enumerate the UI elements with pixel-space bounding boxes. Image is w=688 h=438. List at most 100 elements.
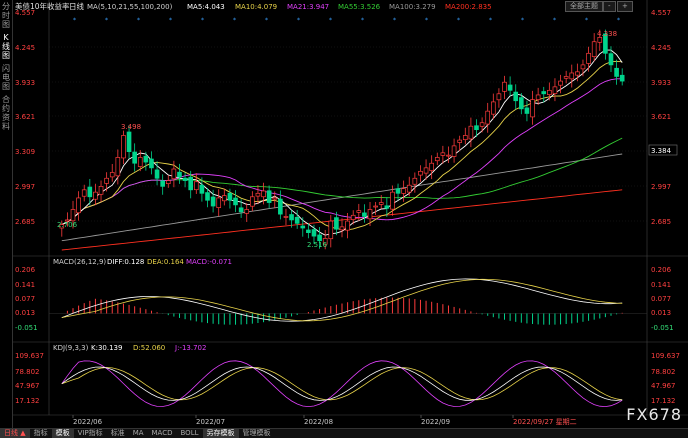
x-tick-label: 2022/09: [421, 418, 450, 426]
price-label: 2.685: [15, 218, 35, 226]
macd-diff: DIFF:0.128: [107, 258, 144, 266]
candle-body: [334, 217, 339, 230]
candle-body: [137, 157, 143, 167]
zoom-out-button[interactable]: -: [603, 1, 616, 12]
candle-body: [490, 101, 496, 115]
price-label: 4.245: [651, 44, 671, 52]
kdj-axis-label: 47.967: [651, 382, 676, 390]
brand-logo: FX678: [626, 405, 682, 424]
bottom-tab-standard[interactable]: 标准: [110, 429, 125, 437]
candle-body: [177, 171, 182, 178]
bottom-tab-boll[interactable]: BOLL: [180, 429, 199, 437]
ma5-line: [61, 49, 623, 236]
candle-body: [384, 205, 390, 209]
price-label: 4.557: [15, 9, 35, 17]
bottom-toolbar: 日线 ▲ 指标 模板 VIP指标 标准 MA MACD BOLL 另存模板 管理…: [0, 428, 688, 438]
x-axis: 2022/06 2022/07 2022/08 2022/09 2022/09/…: [73, 418, 577, 426]
side-tab-contract[interactable]: 合约资料: [2, 95, 10, 131]
candle-body: [266, 190, 272, 203]
candle-body: [233, 197, 238, 206]
main-chart-select[interactable]: 全部主题: [565, 1, 603, 12]
bottom-tab-daily[interactable]: 日线 ▲: [0, 429, 30, 438]
candle-body: [70, 209, 76, 222]
kdj-axis-right: 109.637 78.802 47.967 17.132: [651, 352, 680, 405]
bottom-tab-save-template[interactable]: 另存模板: [202, 429, 239, 438]
candle-body: [451, 145, 457, 157]
candle-body: [401, 188, 406, 194]
candle-body: [322, 238, 328, 245]
candle-body: [199, 184, 205, 194]
high-annotation: 4.338: [597, 30, 617, 38]
candle-body: [300, 225, 306, 229]
candle-body: [614, 67, 619, 77]
ma100-polyline: [61, 153, 623, 242]
bottom-tab-manage-template[interactable]: 管理模板: [242, 429, 271, 437]
ma-params: MA(5,10,21,55,100,200): [87, 3, 173, 11]
candle-body: [474, 125, 479, 131]
candle-body: [496, 93, 502, 101]
candle-body: [552, 86, 558, 94]
event-marker: *: [233, 17, 236, 24]
price-label: 2.685: [651, 218, 671, 226]
kdj-axis-label: 47.967: [15, 382, 40, 390]
bottom-tab-indicator[interactable]: 指标: [33, 429, 48, 437]
kdj-j: J:-13.702: [174, 344, 206, 352]
price-label: 3.621: [15, 113, 35, 121]
macd-axis-label: 0.013: [15, 309, 35, 317]
candle-body: [188, 176, 194, 191]
event-marker: *: [73, 17, 76, 24]
side-tab-flash[interactable]: 闪电图: [2, 64, 10, 91]
event-marker: *: [265, 17, 268, 24]
candle-body: [367, 209, 373, 220]
current-price-box: [648, 144, 678, 156]
candle-body: [575, 71, 580, 76]
kdj-axis-left: 109.637 78.802 47.967 17.132: [15, 352, 44, 405]
candle-body: [356, 210, 362, 213]
candle-body: [261, 190, 266, 198]
kdj-d: D:52.060: [133, 344, 165, 352]
side-tab-timeshare[interactable]: 分时图: [2, 2, 10, 29]
ma10-value: MA10:4.079: [235, 3, 277, 11]
ma100-value: MA100:3.279: [389, 3, 436, 11]
price-label: 2.997: [15, 183, 35, 191]
ma5-polyline: [61, 49, 623, 236]
candle-body: [283, 216, 289, 218]
candle-body: [446, 154, 451, 157]
zoom-in-button[interactable]: +: [617, 1, 633, 12]
kdj-label: KDJ(9,3,3): [53, 344, 89, 352]
candle-body: [65, 219, 70, 222]
candle-body: [563, 76, 569, 79]
macd-axis-right: 0.206 0.141 0.077 0.013 -0.051: [651, 266, 674, 332]
kdj-axis-label: 17.132: [15, 397, 40, 405]
candle-body: [255, 192, 261, 197]
candle-body: [362, 212, 367, 217]
macd-value: MACD:-0.071: [186, 258, 232, 266]
bottom-tab-vip[interactable]: VIP指标: [77, 429, 103, 437]
candle-body: [547, 89, 552, 95]
candle-body: [597, 36, 603, 43]
side-tab-kline[interactable]: K线图: [2, 33, 10, 60]
candle-body: [558, 80, 563, 86]
price-label: 4.557: [651, 9, 671, 17]
candle-body: [165, 180, 171, 185]
candle-body: [468, 125, 474, 140]
candle-body: [519, 97, 524, 110]
candle-body: [115, 157, 121, 177]
candle-body: [619, 74, 625, 82]
candle-body: [462, 135, 468, 141]
kline-chart[interactable]: * * * * * * * * * * * * * * * * * * 美债10年收益率 日线 MA(5,10,2…: [13, 0, 688, 428]
kdj-d-line: [61, 367, 623, 401]
candle-body: [272, 197, 278, 200]
kdj-axis-label: 17.132: [651, 397, 676, 405]
candle-body: [524, 107, 530, 114]
candle-body: [586, 52, 591, 64]
kdj-axis-label: 78.802: [651, 368, 676, 376]
bottom-tab-macd[interactable]: MACD: [151, 429, 173, 437]
candle-body: [418, 170, 423, 176]
macd-axis-left: 0.206 0.141 0.077 0.013 -0.051: [15, 266, 38, 332]
bottom-tab-ma[interactable]: MA: [132, 429, 144, 437]
bottom-tab-template[interactable]: 模板: [51, 429, 74, 438]
candle-body: [513, 91, 519, 102]
candle-body: [81, 189, 87, 197]
